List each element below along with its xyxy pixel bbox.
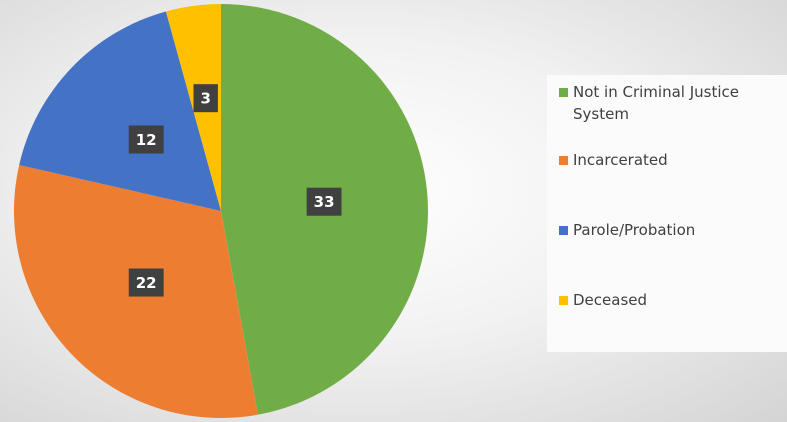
legend-swatch	[559, 296, 568, 305]
legend-swatch	[559, 88, 568, 97]
data-label-box	[128, 268, 164, 297]
data-label-text: 22	[136, 274, 157, 292]
data-label-text: 3	[200, 90, 210, 108]
legend-item: Deceased	[559, 289, 784, 311]
data-label-text: 33	[314, 193, 335, 211]
legend-label: Parole/Probation	[573, 221, 696, 239]
pie-slice	[19, 11, 221, 212]
data-label-box	[306, 187, 342, 216]
legend-item: Not in Criminal Justice System	[559, 81, 784, 125]
legend-item: Parole/Probation	[559, 219, 784, 241]
legend-swatch	[559, 226, 568, 235]
pie-slice	[165, 4, 221, 211]
legend-label: Deceased	[573, 291, 648, 309]
legend-item: Incarcerated	[559, 149, 784, 171]
legend: Not in Criminal Justice System Incarcerat…	[547, 75, 787, 352]
data-label: 12	[128, 125, 164, 154]
data-label: 3	[193, 84, 218, 113]
legend-label: Incarcerated	[573, 151, 668, 169]
data-label-text: 12	[136, 131, 157, 149]
data-label: 22	[128, 268, 164, 297]
legend-label: Not in Criminal Justice System	[573, 83, 739, 123]
data-label-box	[193, 84, 218, 113]
data-label-box	[128, 125, 164, 154]
legend-swatch	[559, 156, 568, 165]
data-label: 33	[306, 187, 342, 216]
